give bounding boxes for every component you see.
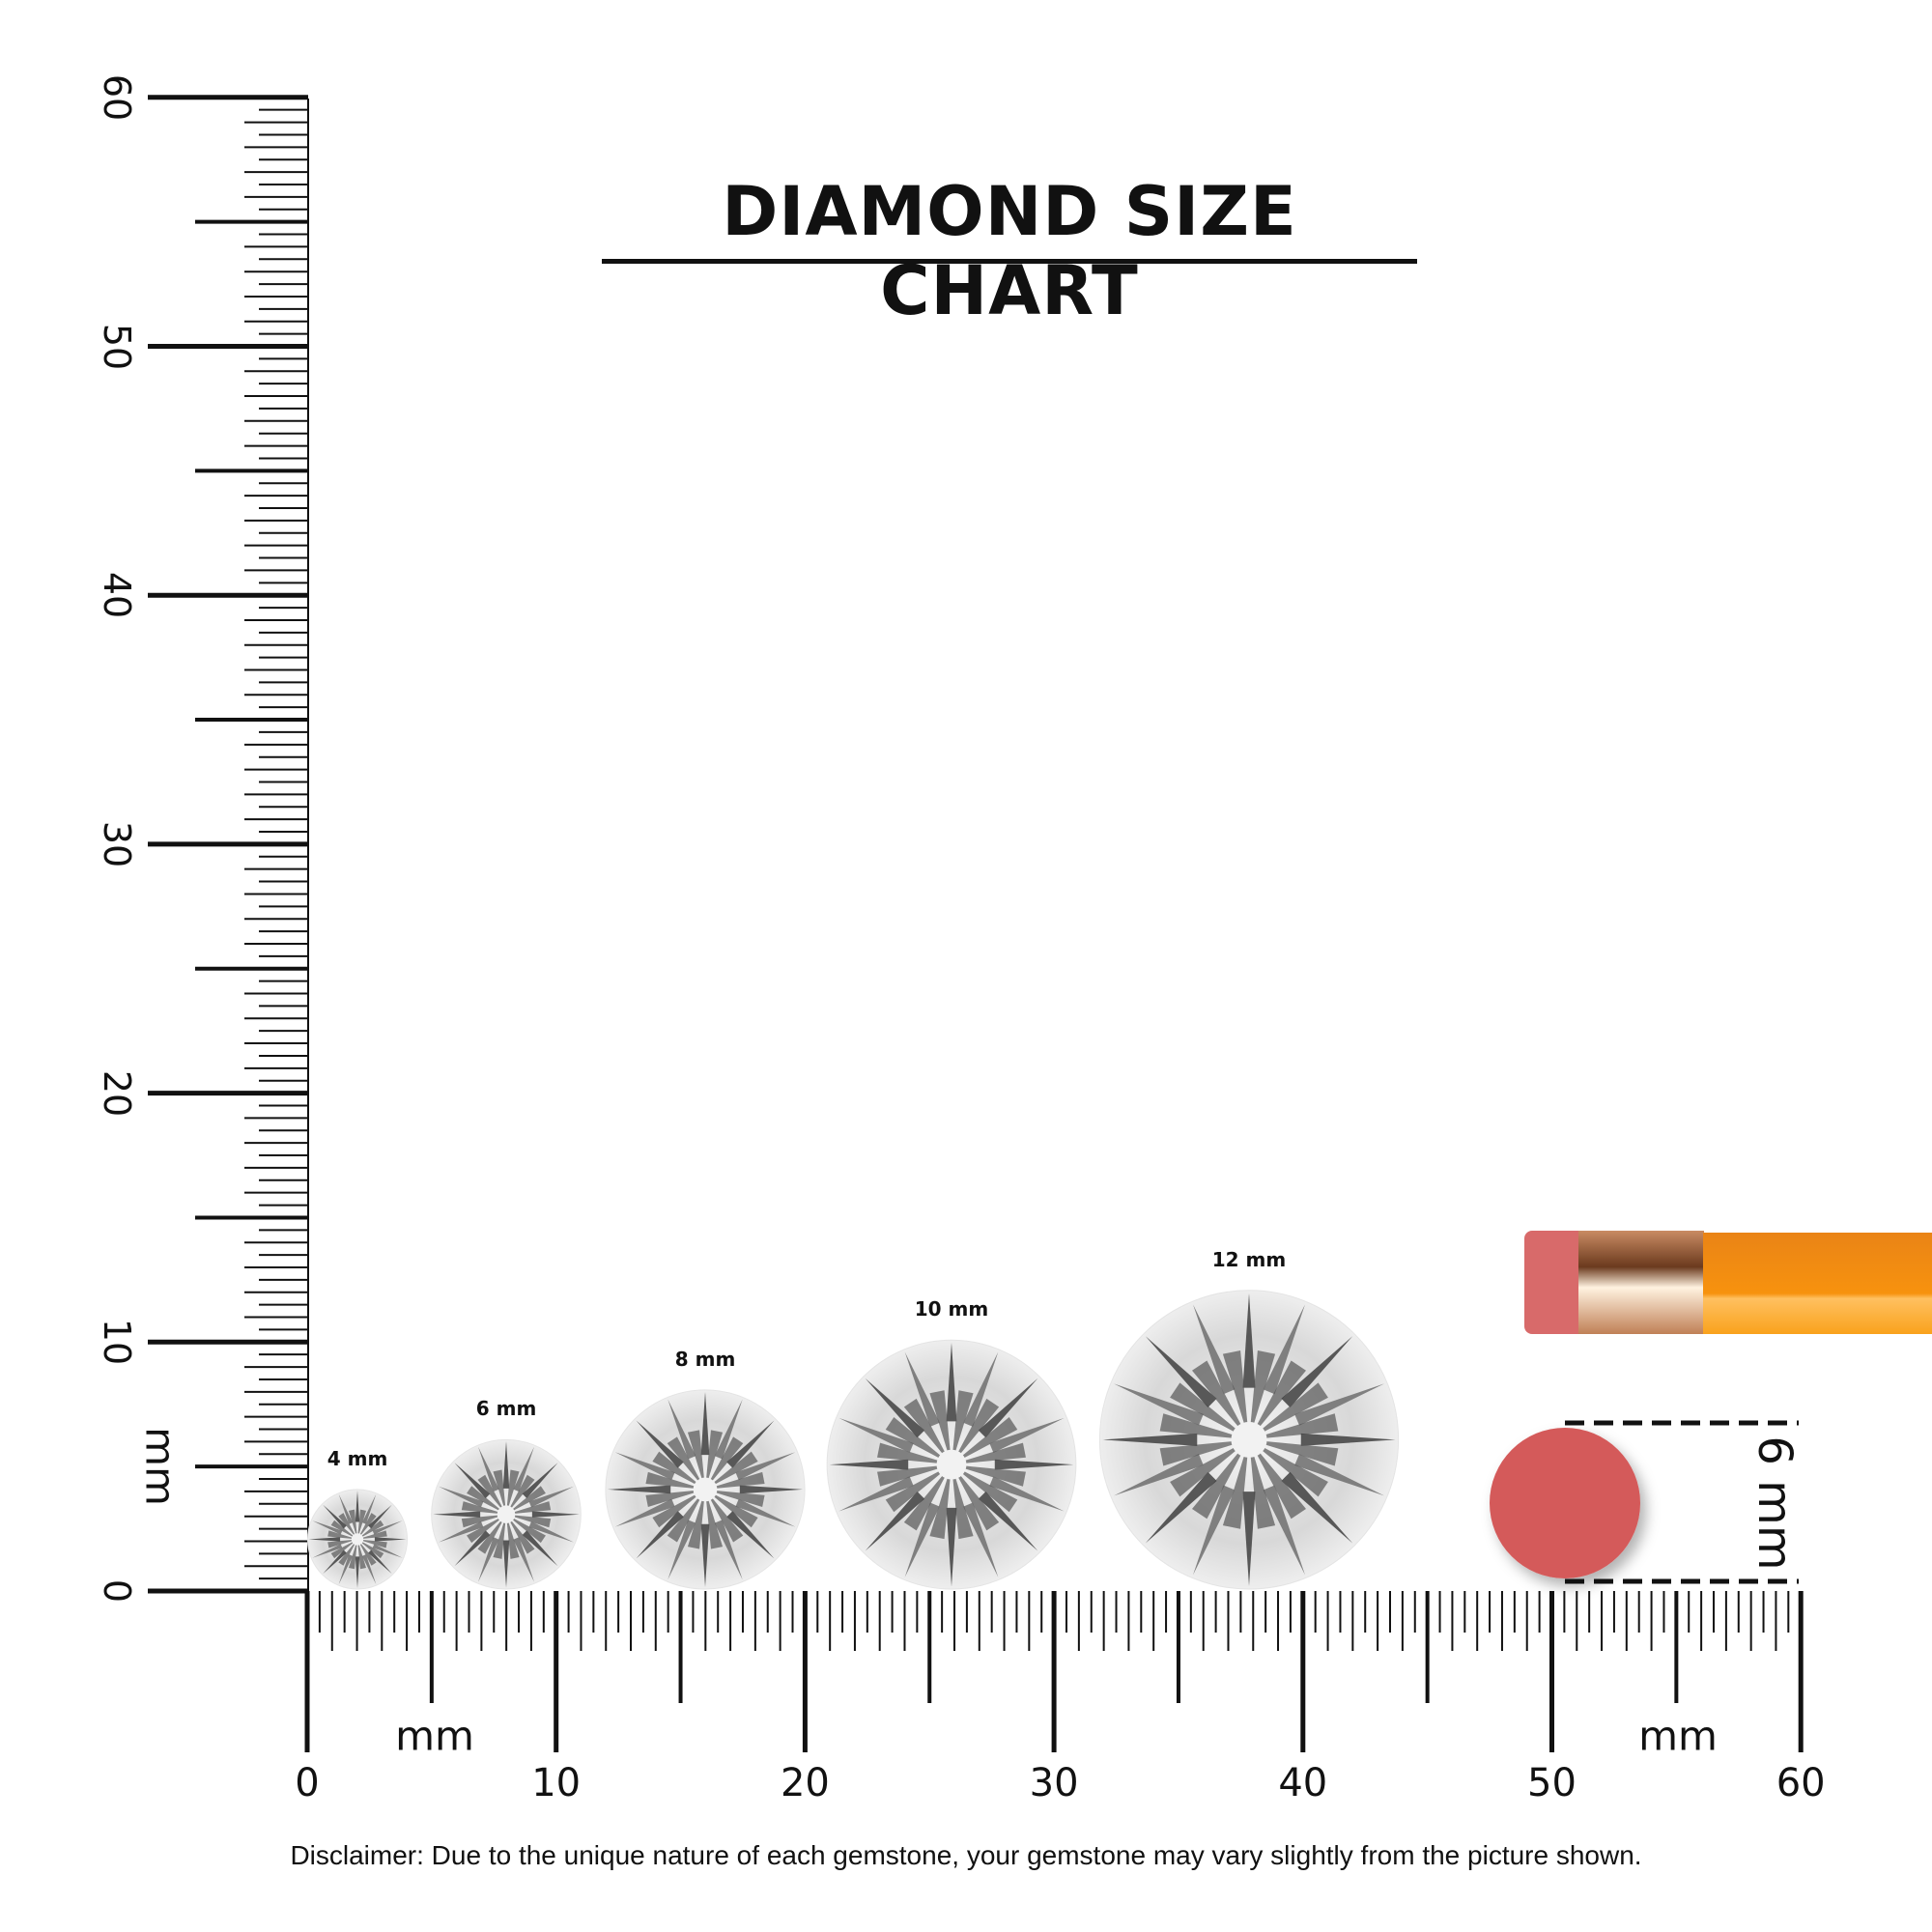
pencil-icon bbox=[1524, 1231, 1932, 1334]
diamond-size-label: 4 mm bbox=[327, 1446, 388, 1470]
pencil-eraser bbox=[1524, 1231, 1592, 1334]
x-tick-label: 30 bbox=[1029, 1761, 1079, 1805]
diamond-icon bbox=[826, 1339, 1077, 1590]
pencil-body bbox=[1703, 1233, 1932, 1334]
vertical-ruler bbox=[148, 95, 309, 1594]
disclaimer: Disclaimer: Due to the unique nature of … bbox=[290, 1840, 1642, 1870]
x-tick-label: 40 bbox=[1278, 1761, 1328, 1805]
x-tick-label: 50 bbox=[1527, 1761, 1577, 1805]
eraser-icon bbox=[1490, 1428, 1640, 1578]
diamond-size-label: 6 mm bbox=[475, 1397, 537, 1421]
diamond-icon bbox=[1098, 1290, 1400, 1590]
x-tick-label: 10 bbox=[531, 1761, 582, 1805]
diamond-icon bbox=[306, 1489, 409, 1590]
pencil-ferrule bbox=[1578, 1231, 1704, 1334]
diamond-size-label: 12 mm bbox=[1211, 1247, 1287, 1271]
y-tick-label: 10 bbox=[96, 1319, 138, 1366]
page-title: DIAMOND SIZE CHART bbox=[722, 172, 1297, 330]
y-tick-label: 20 bbox=[96, 1069, 138, 1117]
diamond-icon bbox=[431, 1438, 582, 1590]
eraser-size-label: 6 mm bbox=[1747, 1435, 1802, 1571]
y-tick-label: 50 bbox=[96, 323, 138, 370]
y-tick-label: 0 bbox=[96, 1578, 138, 1604]
unit-label-left: mm bbox=[395, 1712, 474, 1760]
x-tick-label: 60 bbox=[1776, 1761, 1826, 1805]
x-tick-label: 20 bbox=[780, 1761, 830, 1805]
diamond-size-label: 10 mm bbox=[914, 1297, 989, 1321]
diamond-icon bbox=[605, 1389, 806, 1590]
title-underline bbox=[602, 259, 1417, 264]
x-tick-label: 0 bbox=[295, 1761, 320, 1805]
diamond-size-label: 8 mm bbox=[674, 1347, 736, 1371]
diamond-row bbox=[306, 1290, 1400, 1590]
y-tick-label: 60 bbox=[96, 73, 138, 121]
y-tick-label: 30 bbox=[96, 820, 138, 868]
horizontal-ruler bbox=[148, 1588, 1804, 1752]
unit-label-right: mm bbox=[1638, 1712, 1718, 1760]
y-tick-label: 40 bbox=[96, 572, 138, 619]
unit-label-vertical: mm bbox=[136, 1427, 185, 1506]
